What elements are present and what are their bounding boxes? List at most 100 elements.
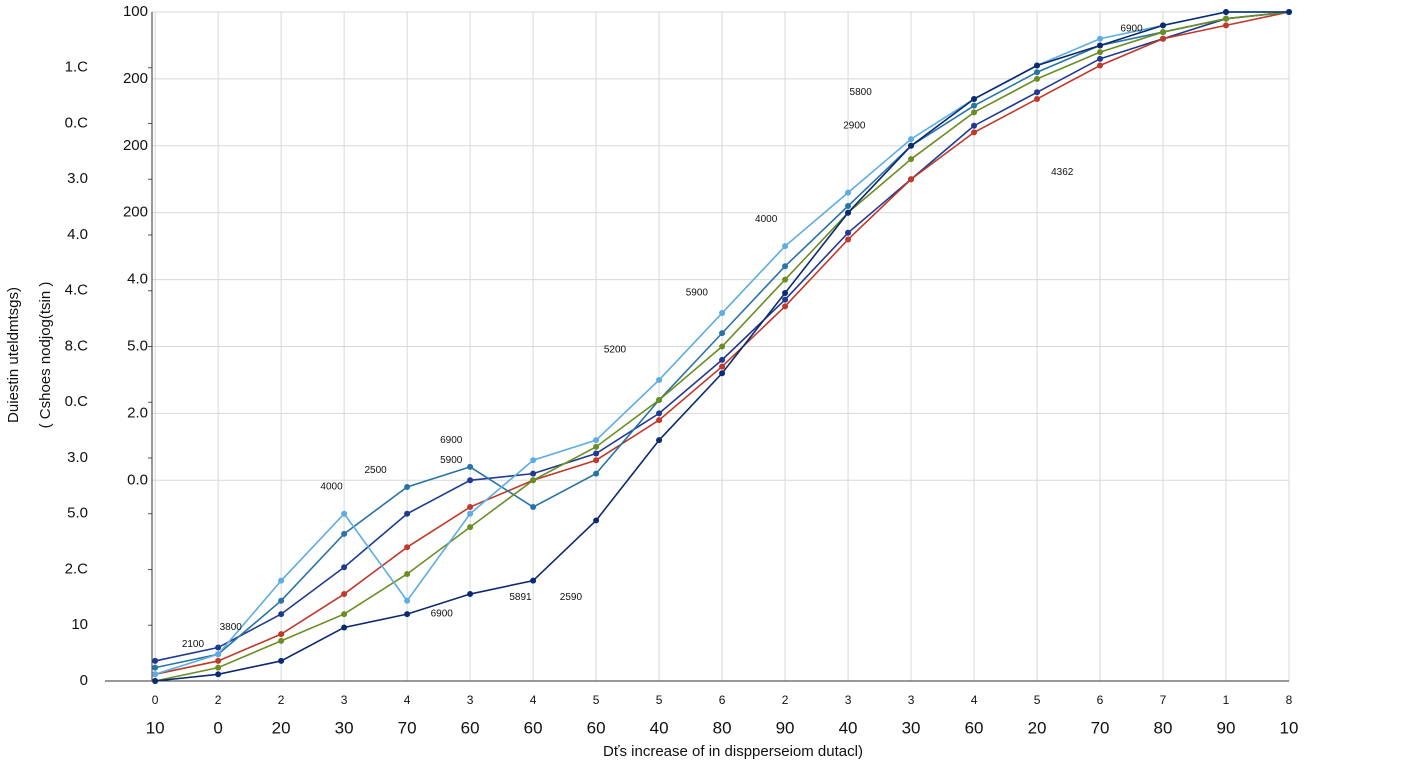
y-tick-label: 200 bbox=[123, 137, 148, 154]
point bbox=[341, 530, 348, 537]
x-tick-label: 3 bbox=[908, 693, 915, 707]
point bbox=[404, 544, 411, 551]
point bbox=[1097, 62, 1104, 69]
x-tick-label: 6 bbox=[1097, 693, 1104, 707]
annotation: 5800 bbox=[850, 87, 873, 98]
y2-tick-label: 2.C bbox=[65, 560, 89, 577]
y-tick-label: 4.0 bbox=[127, 271, 148, 288]
point bbox=[719, 343, 726, 350]
point bbox=[467, 504, 474, 511]
point bbox=[908, 136, 915, 143]
x2-tick-label: 90 bbox=[1217, 718, 1236, 737]
x-tick-label: 3 bbox=[467, 693, 474, 707]
point bbox=[971, 122, 978, 129]
x2-tick-label: 70 bbox=[1091, 718, 1110, 737]
point bbox=[593, 437, 600, 444]
x-tick-label: 6 bbox=[719, 693, 726, 707]
point bbox=[467, 463, 474, 470]
point bbox=[1034, 75, 1041, 82]
point bbox=[215, 644, 222, 651]
x-tick-label: 4 bbox=[404, 693, 411, 707]
y-tick-label: 200 bbox=[123, 204, 148, 221]
point bbox=[1286, 9, 1292, 15]
point bbox=[719, 363, 726, 370]
point bbox=[656, 376, 663, 383]
point bbox=[1097, 42, 1104, 49]
annotation: 2590 bbox=[560, 592, 583, 603]
point bbox=[1034, 69, 1041, 76]
x-tick-label: 3 bbox=[341, 693, 348, 707]
point bbox=[782, 289, 789, 296]
point bbox=[719, 370, 726, 377]
annotation: 4000 bbox=[320, 482, 343, 493]
point bbox=[782, 303, 789, 310]
annotation: 3800 bbox=[220, 622, 243, 633]
annotation: 5900 bbox=[440, 455, 463, 466]
x2-tick-label: 60 bbox=[461, 718, 480, 737]
point bbox=[1223, 9, 1230, 15]
point bbox=[467, 591, 474, 598]
x-tick-label: 7 bbox=[1160, 693, 1167, 707]
x-tick-label: 2 bbox=[278, 693, 285, 707]
point bbox=[1097, 35, 1104, 42]
point bbox=[278, 631, 285, 638]
point bbox=[782, 276, 789, 283]
x-tick-label: 5 bbox=[593, 693, 600, 707]
x-tick-label: 2 bbox=[215, 693, 222, 707]
x2-tick-label: 0 bbox=[213, 718, 222, 737]
point bbox=[971, 129, 978, 136]
x-axis-label: Dťs increase of in dispperseiom dutacl) bbox=[603, 743, 863, 760]
x2-tick-label: 20 bbox=[1028, 718, 1047, 737]
point bbox=[278, 637, 285, 644]
annotation: 2100 bbox=[182, 639, 205, 650]
point bbox=[278, 577, 285, 584]
x2-tick-label: 60 bbox=[587, 718, 606, 737]
y2-tick-label: 3.0 bbox=[67, 449, 88, 466]
point bbox=[593, 443, 600, 450]
point bbox=[719, 330, 726, 337]
point bbox=[656, 437, 663, 444]
point bbox=[971, 95, 978, 102]
point bbox=[341, 611, 348, 618]
point bbox=[467, 524, 474, 531]
point bbox=[404, 597, 411, 604]
point bbox=[593, 470, 600, 477]
annotation: 5900 bbox=[686, 288, 709, 299]
y-axis-label: ( Cshoes nodjog(tsin ) bbox=[37, 282, 54, 429]
point bbox=[530, 457, 537, 464]
x-tick-label: 4 bbox=[530, 693, 537, 707]
x-tick-label: 5 bbox=[1034, 693, 1041, 707]
y2-tick-label: 0 bbox=[80, 672, 88, 689]
x-tick-label: 0 bbox=[152, 693, 159, 707]
x2-tick-label: 60 bbox=[965, 718, 984, 737]
y-tick-label: 2.0 bbox=[127, 404, 148, 421]
y2-tick-label: 1.C bbox=[65, 59, 89, 76]
x-tick-label: 5 bbox=[656, 693, 663, 707]
y-tick-label: 200 bbox=[123, 70, 148, 87]
point bbox=[341, 624, 348, 631]
y2-tick-label: 0.C bbox=[65, 393, 89, 410]
point bbox=[1223, 22, 1230, 29]
point bbox=[1160, 29, 1167, 36]
point bbox=[152, 657, 159, 664]
point bbox=[215, 657, 222, 664]
point bbox=[656, 410, 663, 417]
point bbox=[1160, 35, 1167, 42]
point bbox=[278, 657, 285, 664]
point bbox=[215, 651, 222, 658]
point bbox=[971, 102, 978, 109]
annotation: 2500 bbox=[364, 465, 387, 476]
x-tick-label: 2 bbox=[782, 693, 789, 707]
x-tick-label: 4 bbox=[971, 693, 978, 707]
x2-tick-label: 70 bbox=[398, 718, 417, 737]
y-tick-label: 100 bbox=[123, 3, 148, 20]
point bbox=[971, 109, 978, 116]
x2-tick-label: 40 bbox=[839, 718, 858, 737]
y2-tick-label: 8.C bbox=[65, 337, 89, 354]
point bbox=[656, 397, 663, 404]
point bbox=[845, 189, 852, 196]
point bbox=[404, 570, 411, 577]
point bbox=[152, 664, 159, 671]
point bbox=[782, 296, 789, 303]
